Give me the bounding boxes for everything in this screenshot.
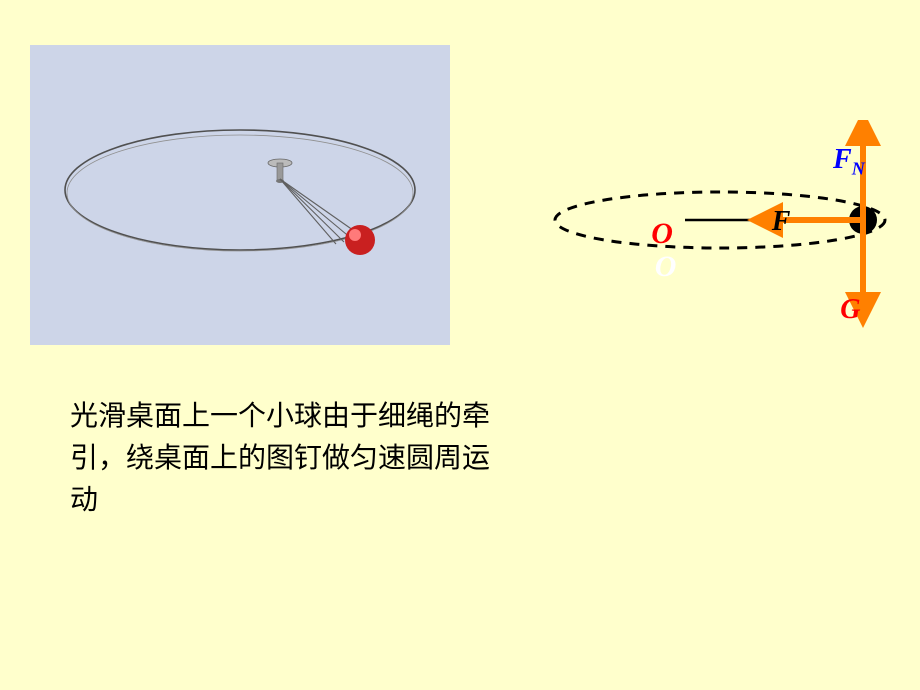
force-diagram: O O F FN G bbox=[545, 120, 905, 340]
label-fn: FN bbox=[833, 146, 865, 178]
label-og: O bbox=[655, 252, 677, 282]
ball bbox=[345, 225, 375, 255]
illustration-svg bbox=[30, 45, 450, 345]
label-f: F bbox=[772, 208, 791, 236]
label-o: O bbox=[651, 219, 673, 249]
label-g: G bbox=[840, 296, 860, 324]
caption-text: 光滑桌面上一个小球由于细绳的牵引，绕桌面上的图钉做匀速圆周运动 bbox=[70, 395, 490, 521]
illustration-panel bbox=[30, 45, 450, 345]
